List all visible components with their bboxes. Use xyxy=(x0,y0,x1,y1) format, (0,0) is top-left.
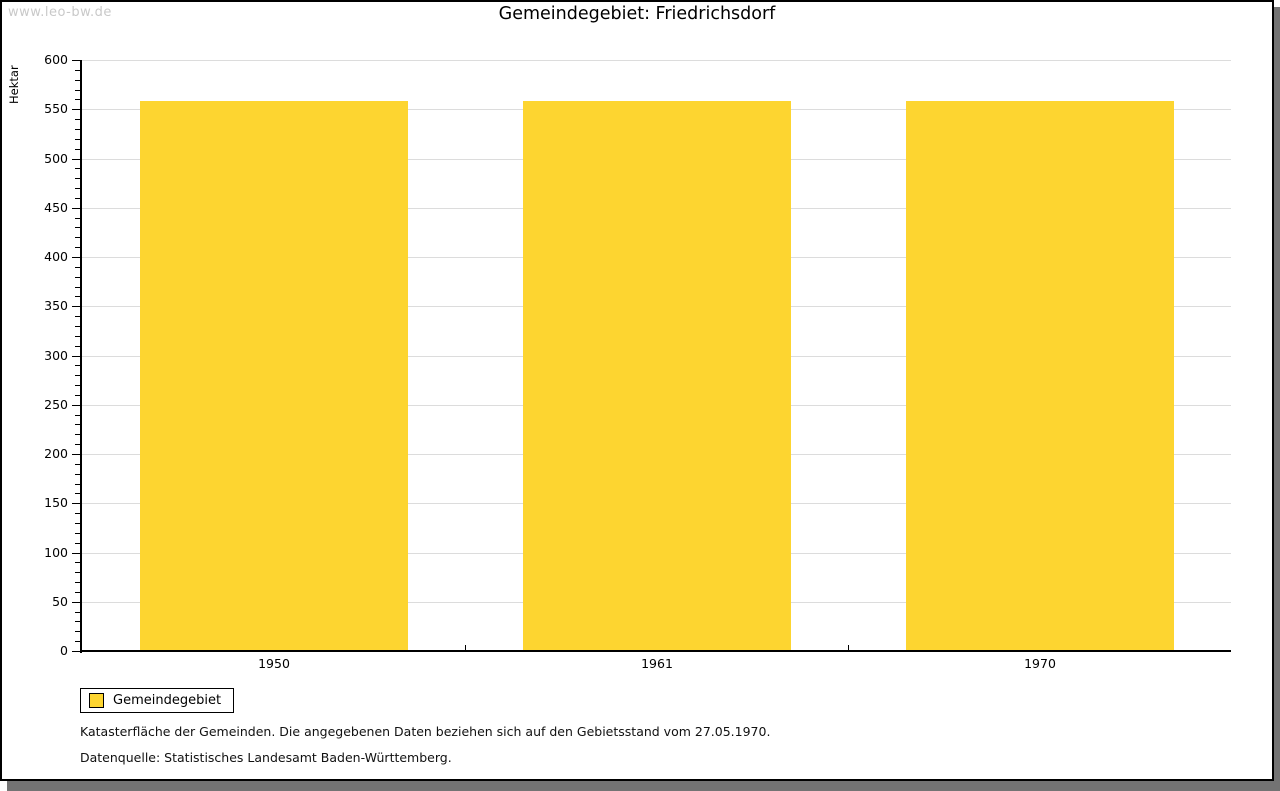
y-minor-tick xyxy=(75,474,80,475)
y-minor-tick xyxy=(75,444,80,445)
y-minor-tick xyxy=(75,612,80,613)
x-tick-label: 1950 xyxy=(258,656,290,671)
chart-title: Gemeindegebiet: Friedrichsdorf xyxy=(498,4,776,24)
y-minor-tick xyxy=(75,267,80,268)
y-minor-tick xyxy=(75,119,80,120)
y-minor-tick xyxy=(75,287,80,288)
y-tick-label: 350 xyxy=(44,298,68,313)
legend-swatch xyxy=(89,693,104,708)
y-minor-tick xyxy=(75,375,80,376)
frame-shadow-right xyxy=(1274,7,1280,791)
y-minor-tick xyxy=(75,385,80,386)
y-axis-label: Hektar xyxy=(7,65,21,104)
legend-label: Gemeindegebiet xyxy=(113,693,222,708)
y-major-tick xyxy=(72,356,80,357)
bar-1970 xyxy=(906,101,1174,650)
y-minor-tick xyxy=(75,533,80,534)
y-minor-tick xyxy=(75,592,80,593)
y-minor-tick xyxy=(75,493,80,494)
y-major-tick xyxy=(72,109,80,110)
y-major-tick xyxy=(72,503,80,504)
y-tick-label: 300 xyxy=(44,348,68,363)
footnote-line-2: Datenquelle: Statistisches Landesamt Bad… xyxy=(80,750,452,765)
watermark-text: www.leo-bw.de xyxy=(8,5,112,20)
y-major-tick xyxy=(72,651,80,652)
y-tick-label: 100 xyxy=(44,545,68,560)
y-minor-tick xyxy=(75,365,80,366)
y-minor-tick xyxy=(75,168,80,169)
y-major-tick xyxy=(72,454,80,455)
gridline xyxy=(82,60,1231,61)
y-minor-tick xyxy=(75,523,80,524)
y-minor-tick xyxy=(75,99,80,100)
y-minor-tick xyxy=(75,513,80,514)
y-minor-tick xyxy=(75,415,80,416)
y-major-tick xyxy=(72,306,80,307)
frame-shadow-bottom xyxy=(7,781,1280,791)
y-minor-tick xyxy=(75,237,80,238)
y-minor-tick xyxy=(75,424,80,425)
y-minor-tick xyxy=(75,80,80,81)
y-tick-label: 50 xyxy=(52,594,68,609)
y-minor-tick xyxy=(75,336,80,337)
y-minor-tick xyxy=(75,464,80,465)
y-minor-tick xyxy=(75,316,80,317)
bar-1961 xyxy=(523,101,791,650)
y-minor-tick xyxy=(75,149,80,150)
y-tick-label: 200 xyxy=(44,446,68,461)
y-tick-label: 550 xyxy=(44,101,68,116)
y-tick-label: 250 xyxy=(44,397,68,412)
y-tick-label: 400 xyxy=(44,249,68,264)
y-axis-line xyxy=(80,60,82,653)
y-minor-tick xyxy=(75,641,80,642)
y-minor-tick xyxy=(75,70,80,71)
y-minor-tick xyxy=(75,178,80,179)
y-minor-tick xyxy=(75,562,80,563)
x-boundary-tick xyxy=(848,645,849,650)
y-major-tick xyxy=(72,257,80,258)
y-major-tick xyxy=(72,553,80,554)
y-tick-label: 150 xyxy=(44,495,68,510)
y-minor-tick xyxy=(75,188,80,189)
y-minor-tick xyxy=(75,395,80,396)
y-minor-tick xyxy=(75,484,80,485)
y-minor-tick xyxy=(75,572,80,573)
y-minor-tick xyxy=(75,90,80,91)
y-minor-tick xyxy=(75,346,80,347)
y-major-tick xyxy=(72,405,80,406)
y-minor-tick xyxy=(75,129,80,130)
y-tick-label: 500 xyxy=(44,151,68,166)
x-axis-line xyxy=(80,650,1231,652)
y-minor-tick xyxy=(75,227,80,228)
y-major-tick xyxy=(72,159,80,160)
x-tick-label: 1970 xyxy=(1024,656,1056,671)
y-minor-tick xyxy=(75,434,80,435)
bar-1950 xyxy=(140,101,408,650)
x-boundary-tick xyxy=(465,645,466,650)
y-tick-label: 0 xyxy=(60,643,68,658)
y-minor-tick xyxy=(75,296,80,297)
legend-box: Gemeindegebiet xyxy=(80,688,235,713)
y-tick-label: 600 xyxy=(44,52,68,67)
y-tick-label: 450 xyxy=(44,200,68,215)
x-tick-label: 1961 xyxy=(641,656,673,671)
y-major-tick xyxy=(72,60,80,61)
y-minor-tick xyxy=(75,247,80,248)
y-minor-tick xyxy=(75,198,80,199)
y-major-tick xyxy=(72,208,80,209)
footnote-line-1: Katasterfläche der Gemeinden. Die angege… xyxy=(80,724,771,739)
y-minor-tick xyxy=(75,277,80,278)
y-minor-tick xyxy=(75,139,80,140)
y-major-tick xyxy=(72,602,80,603)
y-minor-tick xyxy=(75,631,80,632)
y-minor-tick xyxy=(75,218,80,219)
y-minor-tick xyxy=(75,543,80,544)
y-minor-tick xyxy=(75,582,80,583)
y-minor-tick xyxy=(75,621,80,622)
y-minor-tick xyxy=(75,326,80,327)
